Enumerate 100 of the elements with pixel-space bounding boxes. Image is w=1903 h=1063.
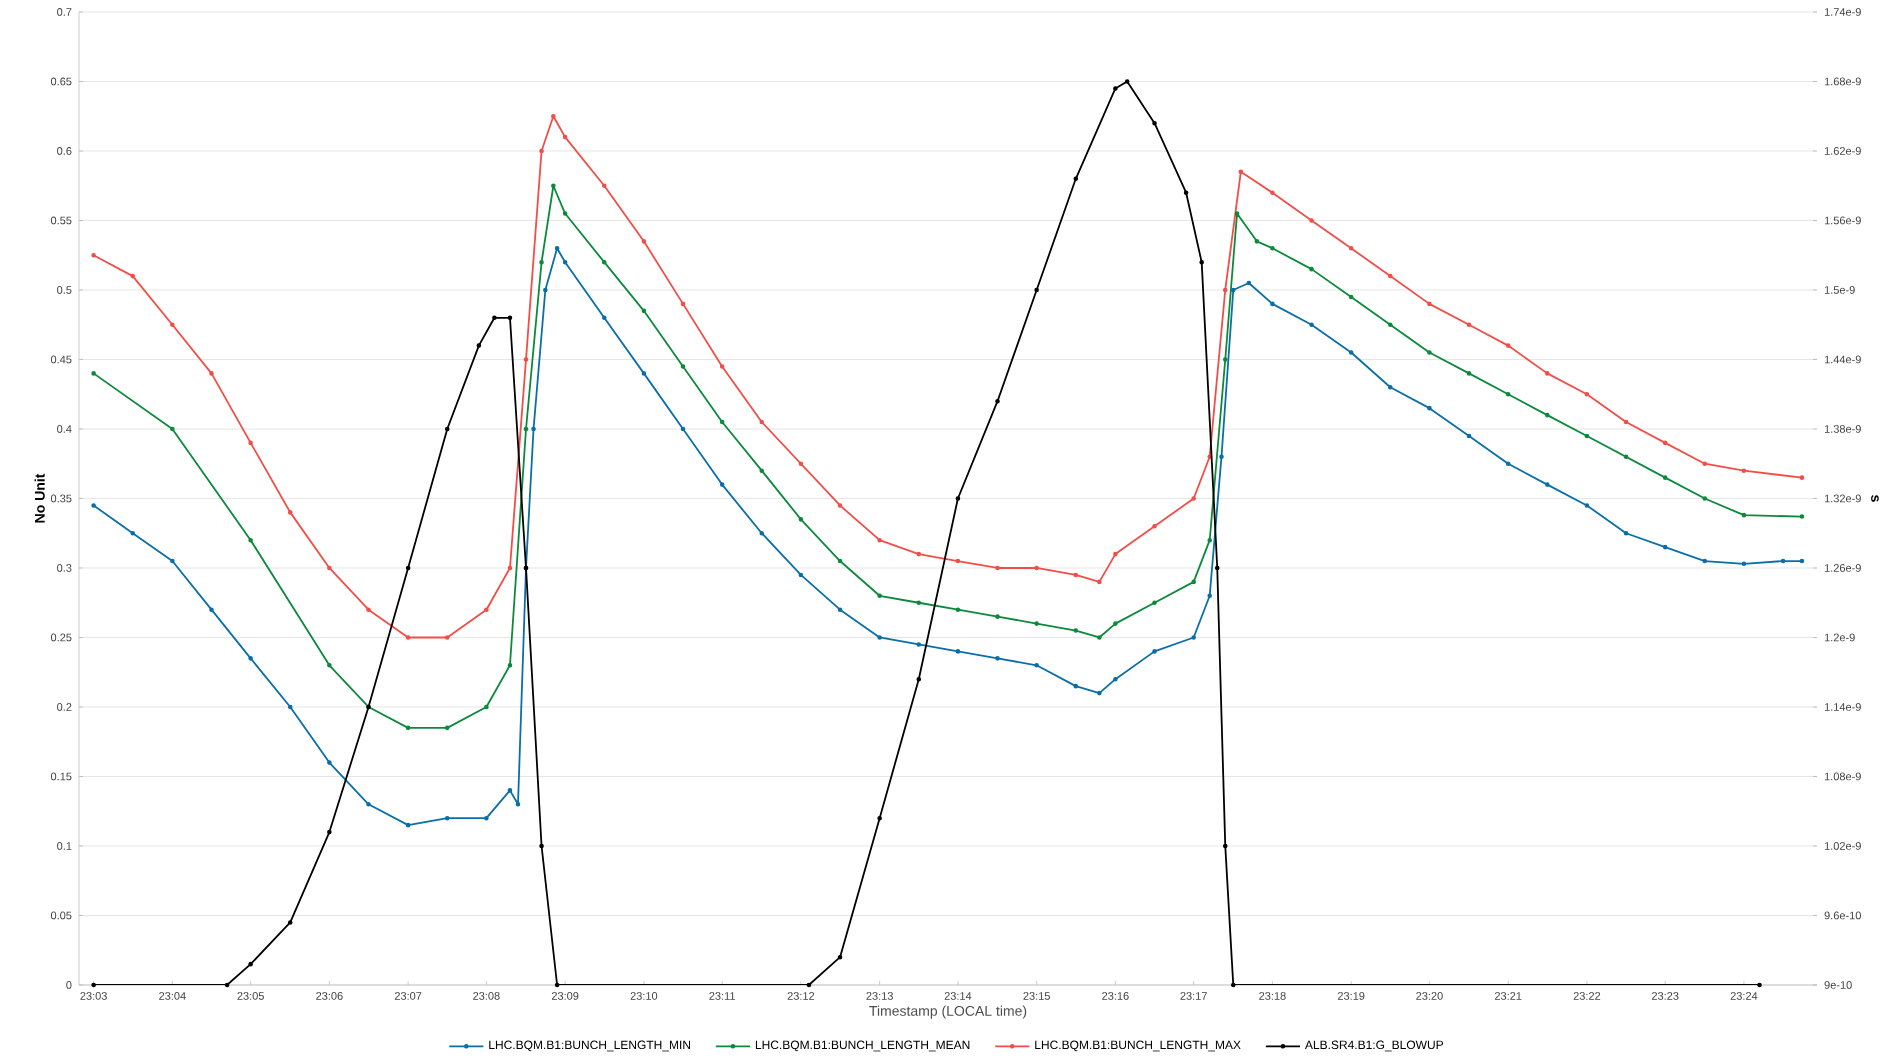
point [1799,514,1805,519]
point [1505,343,1511,348]
y-axis-title: No Unit [34,473,45,523]
point [759,419,765,425]
point [523,357,529,362]
y-tick-label: 0.15 [50,772,72,781]
x-tick-label: 23:06 [316,992,343,1000]
y-tick-label: 0.2 [57,703,72,711]
point [130,273,136,279]
y-tick-label: 0.05 [50,911,72,920]
y2-tick-label: 1.74e-9 [1824,8,1861,16]
point [1222,357,1228,362]
point [1702,558,1708,564]
point [1207,454,1212,460]
point [719,419,725,425]
point [484,607,489,612]
point [523,426,529,432]
y-tick-label: 0.45 [50,355,72,364]
point [759,530,765,536]
y-tick-label: 0.55 [50,216,72,225]
point [837,558,843,564]
point [1662,440,1668,446]
point [248,440,253,446]
point [1799,558,1805,564]
point [1348,245,1354,251]
point [1741,512,1747,518]
point [170,322,175,328]
x-tick-label: 23:15 [1023,992,1050,1000]
y2-tick-label: 1.68e-9 [1824,77,1861,86]
x-tick-label: 23:22 [1573,992,1601,1000]
y-tick-label: 0.4 [57,425,72,433]
point [1584,391,1590,397]
point [1219,454,1224,460]
y-tick-label: 0.3 [57,564,72,572]
point [641,371,647,376]
x-tick-label: 23:18 [1259,992,1286,1000]
point [759,468,765,473]
point [798,572,804,578]
point [837,503,843,508]
point [1427,350,1432,355]
point [444,815,450,821]
y2-tick-label: 1.02e-9 [1824,842,1861,850]
point [484,704,489,710]
y2-tick-label: 1.08e-9 [1824,772,1861,781]
point [1222,287,1228,293]
y-tick-label: 0.35 [50,494,72,503]
x-tick-label: 23:08 [473,992,500,1000]
point [543,287,548,293]
point [248,537,253,543]
point [1309,266,1314,272]
point [995,614,1000,619]
point [287,704,293,710]
legend-label: LHC.BQM.B1:BUNCH_LENGTH_MEAN [755,1040,970,1052]
point [1741,468,1747,473]
point [641,239,647,244]
point [837,607,843,612]
point [91,371,96,376]
point [1034,621,1039,626]
legend-label: LHC.BQM.B1:BUNCH_LENGTH_MAX [1035,1040,1241,1052]
y-tick-label: 0.5 [57,286,72,294]
point [955,607,961,612]
x-tick-label: 23:13 [866,992,893,1000]
point [955,558,961,564]
point [1387,273,1393,279]
x-tick-label: 23:09 [551,992,579,1000]
point [877,537,882,543]
point [539,259,544,265]
y-tick-label: 0.25 [50,633,72,642]
x-tick-label: 23:19 [1337,992,1365,1000]
point [554,245,560,251]
point [1034,565,1039,571]
point [1348,350,1354,355]
point [327,565,332,571]
point [1191,496,1196,501]
point [366,607,371,612]
y2-tick-label: 1.14e-9 [1824,703,1861,711]
y2-tick-label: 9e-10 [1824,981,1852,989]
point [1702,496,1708,501]
point [287,510,293,515]
point [515,801,521,807]
x-tick-label: 23:04 [159,992,186,1000]
point [916,551,922,557]
point [562,134,568,140]
point [507,662,513,668]
y2-axis-title: s [1871,495,1879,502]
point [539,148,544,154]
point [1545,412,1550,418]
x-tick-label: 23:17 [1180,992,1207,1000]
legend-label: LHC.BQM.B1:BUNCH_LENGTH_MIN [489,1040,691,1052]
y2-tick-label: 1.62e-9 [1824,147,1861,155]
y2-tick-label: 1.2e-9 [1824,633,1855,642]
point [1246,280,1252,286]
x-tick-label: 23:24 [1730,992,1758,1000]
point [531,426,536,432]
x-tick-label: 23:10 [630,992,658,1000]
point [1309,322,1314,328]
point [1741,561,1747,567]
point [1152,523,1157,529]
x-tick-label: 23:11 [709,992,735,1000]
point [1584,433,1590,439]
